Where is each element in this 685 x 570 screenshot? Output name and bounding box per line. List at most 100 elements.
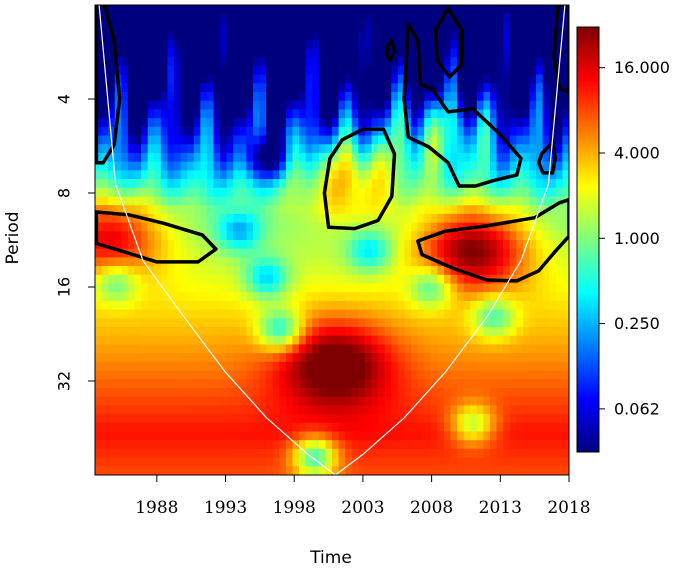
heatmap-cell <box>496 126 504 137</box>
heatmap-cell <box>397 205 406 215</box>
heatmap-cell <box>285 274 294 285</box>
heatmap-cell <box>187 370 195 380</box>
heatmap-cell <box>101 161 109 171</box>
heatmap-cell <box>358 92 366 102</box>
heatmap-cell <box>364 31 373 41</box>
heatmap-cell <box>470 344 478 354</box>
heatmap-cell <box>345 431 353 441</box>
heatmap-cell <box>503 152 511 163</box>
heatmap-cell <box>259 327 267 337</box>
heatmap-cell <box>154 309 162 319</box>
heatmap-cell <box>305 387 313 398</box>
heatmap-cell <box>279 22 287 32</box>
heatmap-cell <box>147 83 155 93</box>
heatmap-cell <box>193 396 201 406</box>
heatmap-cell <box>338 118 346 128</box>
heatmap-cell <box>476 161 485 171</box>
heatmap-cell <box>430 118 438 128</box>
heatmap-cell <box>391 257 399 267</box>
heatmap-cell <box>285 13 294 23</box>
heatmap-cell <box>555 266 564 276</box>
heatmap-cell <box>562 361 569 372</box>
heatmap-cell <box>516 187 524 198</box>
heatmap-cell <box>200 440 208 450</box>
heatmap-cell <box>411 179 419 189</box>
heatmap-cell <box>305 152 313 163</box>
heatmap-cell <box>483 335 491 346</box>
heatmap-cell <box>305 205 313 215</box>
heatmap-cell <box>457 187 465 198</box>
heatmap-cell <box>226 135 234 145</box>
heatmap-cell <box>167 396 175 406</box>
heatmap-cell <box>233 144 241 154</box>
heatmap-cell <box>121 65 129 76</box>
heatmap-cell <box>259 92 267 102</box>
heatmap-cell <box>542 448 550 459</box>
heatmap-cell <box>443 318 452 328</box>
heatmap-cell <box>154 135 162 145</box>
y-tick-label: 16 <box>55 277 74 297</box>
heatmap-cell <box>127 422 136 433</box>
heatmap-cell <box>503 231 511 241</box>
heatmap-cell <box>351 361 359 372</box>
heatmap-cell <box>147 161 155 171</box>
heatmap-cell <box>476 92 485 102</box>
heatmap-cell <box>272 187 280 198</box>
heatmap-cell <box>206 144 215 154</box>
heatmap-cell <box>397 309 406 319</box>
heatmap-cell <box>193 13 201 23</box>
heatmap-cell <box>213 187 221 198</box>
heatmap-cell <box>509 213 517 224</box>
heatmap-cell <box>318 405 327 415</box>
heatmap-cell <box>272 396 280 406</box>
heatmap-cell <box>167 205 175 215</box>
heatmap-cell <box>457 109 465 119</box>
heatmap-cell <box>187 353 195 363</box>
heatmap-cell <box>516 92 524 102</box>
heatmap-cell <box>325 196 333 206</box>
heatmap-cell <box>141 83 149 93</box>
heatmap-cell <box>318 248 327 258</box>
heatmap-cell <box>351 405 359 415</box>
heatmap-cell <box>160 344 169 354</box>
heatmap-cell <box>101 57 109 67</box>
heatmap-cell <box>239 126 248 137</box>
heatmap-cell <box>233 5 241 15</box>
heatmap-cell <box>463 213 471 224</box>
heatmap-cell <box>233 205 241 215</box>
heatmap-cell <box>332 74 340 84</box>
heatmap-cell <box>338 13 346 23</box>
heatmap-cell <box>101 300 109 311</box>
heatmap-cell <box>516 118 524 128</box>
heatmap-cell <box>246 65 254 76</box>
heatmap-cell <box>450 387 458 398</box>
heatmap-cell <box>443 126 452 137</box>
heatmap-cell <box>233 274 241 285</box>
heatmap-cell <box>358 300 366 311</box>
heatmap-cell <box>371 327 379 337</box>
heatmap-cell <box>213 396 221 406</box>
heatmap-cell <box>338 65 346 76</box>
heatmap-cell <box>141 466 149 475</box>
heatmap-cell <box>285 335 294 346</box>
heatmap-cell <box>325 248 333 258</box>
significance-contour <box>433 6 464 79</box>
heatmap-cell <box>233 13 241 23</box>
heatmap-cell <box>351 118 359 128</box>
heatmap-cell <box>496 205 504 215</box>
heatmap-cell <box>200 13 208 23</box>
heatmap-cell <box>470 248 478 258</box>
heatmap-cell <box>378 13 386 23</box>
heatmap-cell <box>364 353 373 363</box>
heatmap-cell <box>371 39 379 50</box>
heatmap-cell <box>200 448 208 459</box>
heatmap-cell <box>167 118 175 128</box>
heatmap-cell <box>463 83 471 93</box>
heatmap-cell <box>555 466 564 475</box>
heatmap-cell <box>430 205 438 215</box>
heatmap-cell <box>397 213 406 224</box>
heatmap-cell <box>404 466 412 475</box>
heatmap-cell <box>101 109 109 119</box>
heatmap-cell <box>424 74 432 84</box>
heatmap-cell <box>220 257 228 267</box>
